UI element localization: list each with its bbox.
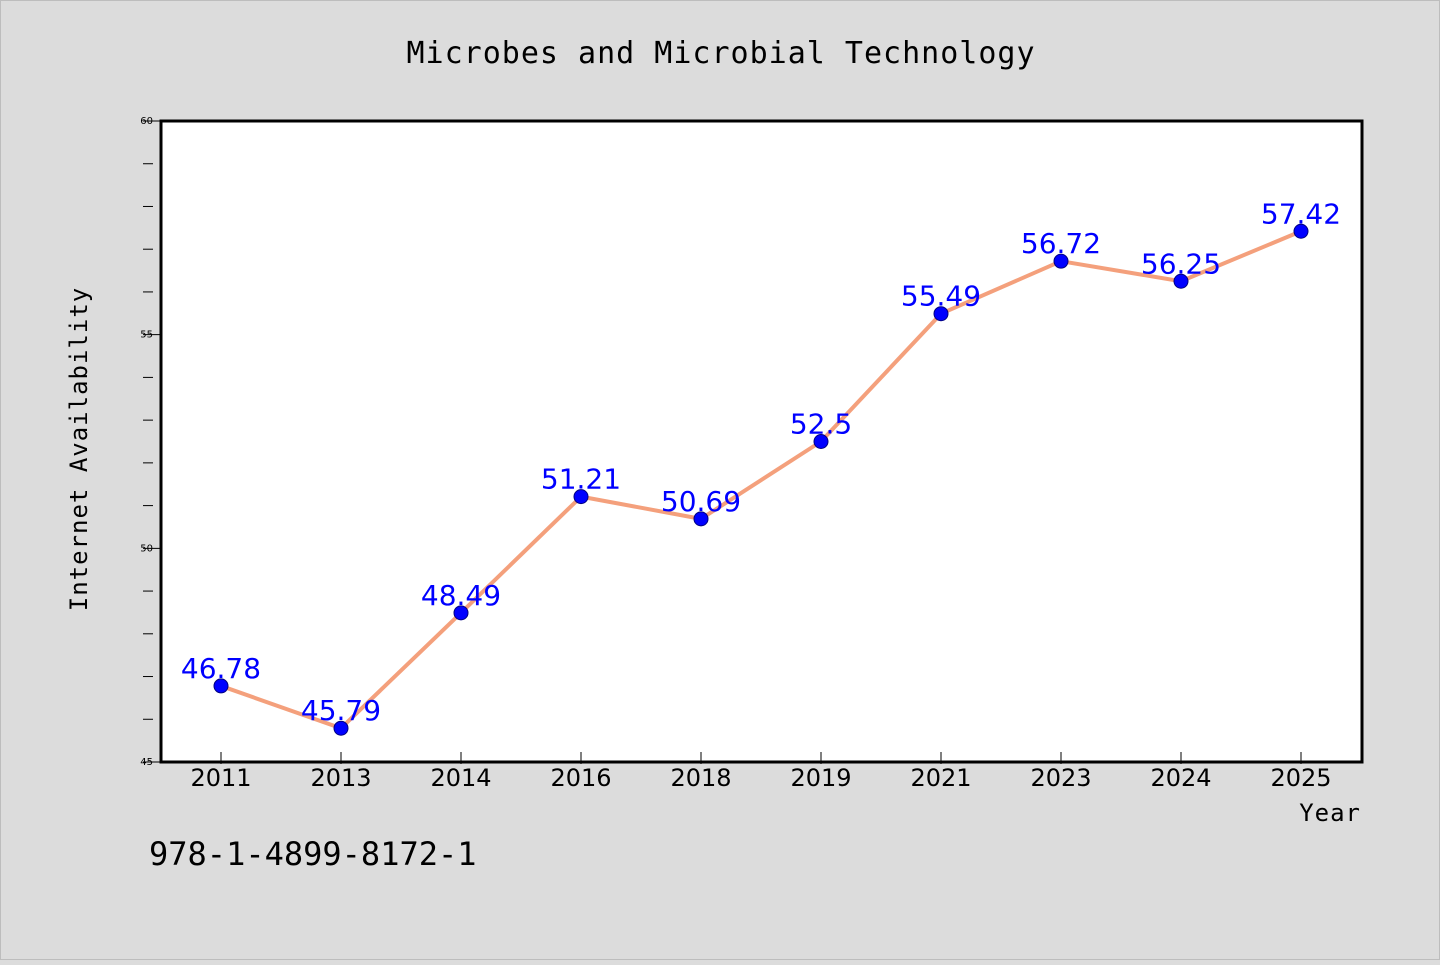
chart-title: Microbes and Microbial Technology	[406, 36, 1035, 71]
x-tick-label: 2013	[310, 764, 371, 792]
plot-area	[159, 119, 1364, 764]
data-label: 46.78	[181, 652, 261, 685]
x-tick-label: 2011	[190, 764, 251, 792]
data-label: 45.79	[301, 694, 381, 727]
data-point	[693, 511, 709, 527]
y-tick-label: 50	[140, 543, 153, 554]
x-tick-label: 2021	[910, 764, 971, 792]
x-tick-label: 2025	[1270, 764, 1331, 792]
data-point	[453, 605, 469, 621]
data-point	[213, 678, 229, 694]
x-tick-label: 2023	[1030, 764, 1091, 792]
x-tick-label: 2024	[1150, 764, 1211, 792]
data-point	[1173, 273, 1189, 289]
series-line	[219, 229, 1303, 731]
y-tick-label: 45	[140, 757, 153, 768]
y-axis-label: Internet Availability	[65, 287, 93, 611]
data-point	[573, 489, 589, 505]
data-label: 52.5	[790, 408, 852, 441]
x-tick-label: 2018	[670, 764, 731, 792]
data-label: 56.25	[1141, 247, 1221, 280]
x-axis: 2011 2013 2014 2016 2018 2019 2021 2023 2024 2025	[190, 752, 1332, 792]
y-tick-label: 60	[140, 116, 153, 127]
x-tick-label: 2016	[550, 764, 611, 792]
x-tick-label: 2019	[790, 764, 851, 792]
data-point	[933, 306, 949, 322]
footer-isbn: 978-1-4899-8172-1	[149, 835, 477, 873]
data-label: 56.72	[1021, 227, 1101, 260]
data-point	[1053, 253, 1069, 269]
data-label: 50.69	[661, 485, 741, 518]
data-point	[333, 720, 349, 736]
series-layer: 46.78 45.79 48.49 51.21 50.69 52.5 55.49 56.72 5…	[181, 197, 1341, 736]
x-axis-label: Year	[1299, 799, 1361, 827]
data-label: 51.21	[541, 463, 621, 496]
data-point	[813, 434, 829, 449]
x-tick-label: 2014	[430, 764, 491, 792]
y-axis: 45 50 55 60	[140, 116, 161, 768]
data-label: 55.49	[901, 280, 981, 313]
data-label: 48.49	[421, 579, 501, 612]
data-point	[1293, 223, 1309, 239]
y-tick-label: 55	[140, 330, 153, 341]
data-label: 57.42	[1261, 197, 1341, 230]
